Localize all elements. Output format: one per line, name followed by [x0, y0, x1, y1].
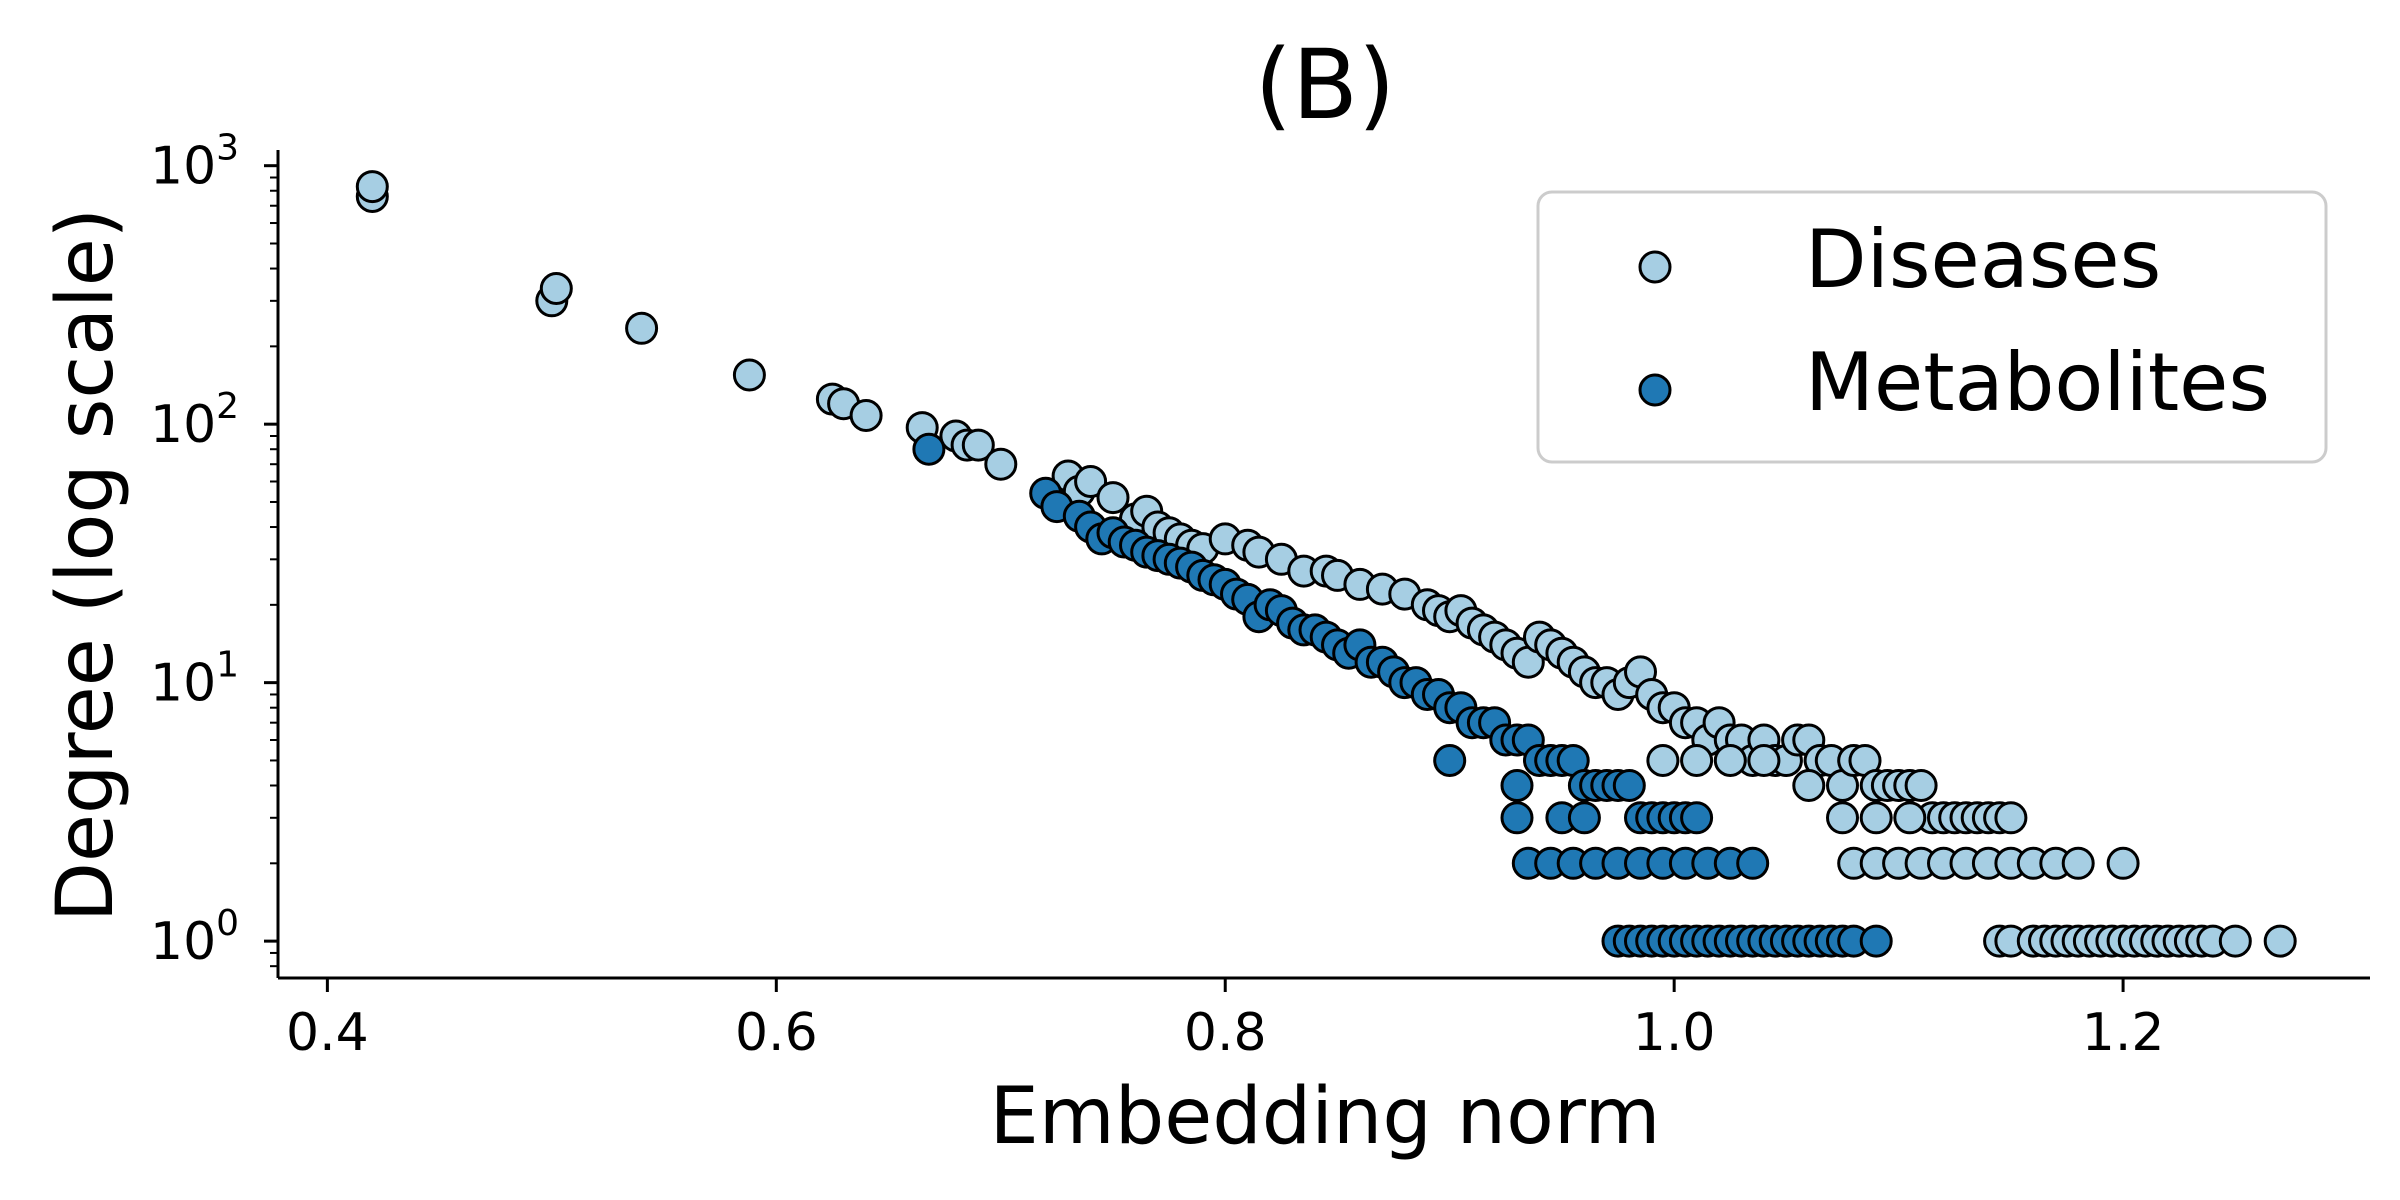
point-diseases — [732, 358, 766, 392]
point-diseases — [355, 170, 389, 204]
point-metabolites — [1736, 846, 1770, 880]
point-diseases — [1994, 801, 2028, 835]
point-metabolites — [1567, 801, 1601, 835]
legend-label-diseases: Diseases — [1805, 213, 2161, 306]
y-tick-label: 102 — [150, 386, 239, 455]
point-diseases — [1904, 769, 1938, 802]
legend: Diseases Metabolites — [1536, 190, 2328, 464]
chart-title: (B) — [1255, 29, 1396, 141]
y-tick-label: 103 — [150, 128, 239, 197]
point-diseases — [625, 311, 659, 345]
point-diseases — [849, 399, 883, 432]
x-tick-label: 1.0 — [1633, 1003, 1716, 1063]
point-metabolites — [1612, 769, 1646, 802]
legend-box — [1536, 190, 2328, 464]
point-diseases — [1646, 744, 1680, 777]
point-diseases — [1859, 801, 1893, 835]
point-diseases — [961, 428, 995, 462]
x-tick-label: 0.8 — [1184, 1003, 1267, 1063]
point-diseases — [1747, 744, 1781, 777]
y-tick-label: 100 — [150, 903, 239, 972]
point-diseases — [1713, 744, 1747, 777]
point-diseases — [1826, 801, 1859, 835]
x-axis-label: Embedding norm — [989, 1072, 1660, 1162]
point-metabolites — [1680, 801, 1714, 835]
scatter-points — [355, 170, 2297, 958]
y-minor-ticks — [270, 176, 278, 968]
x-axis-ticks: 0.4 0.6 0.8 1.0 1.2 — [286, 978, 2164, 1063]
x-tick-label: 1.2 — [2082, 1003, 2165, 1063]
point-metabolites — [1433, 744, 1467, 777]
x-tick-label: 0.4 — [286, 1003, 369, 1063]
point-diseases — [539, 272, 573, 305]
y-axis-label: Degree (log scale) — [41, 208, 131, 922]
x-tick-label: 0.6 — [735, 1003, 818, 1063]
point-diseases — [1792, 769, 1826, 802]
point-metabolites — [912, 432, 946, 466]
point-diseases — [1680, 744, 1714, 777]
point-diseases — [984, 447, 1018, 481]
point-diseases — [2061, 846, 2095, 880]
y-axis-ticks: 100 101 102 103 — [150, 128, 278, 972]
legend-label-metabolites: Metabolites — [1805, 336, 2270, 429]
legend-marker-metabolites — [1638, 373, 1672, 407]
point-diseases — [2106, 846, 2140, 880]
legend-marker-diseases — [1638, 250, 1672, 284]
point-diseases — [2263, 924, 2297, 958]
point-diseases — [2218, 924, 2252, 958]
point-diseases — [1074, 465, 1108, 498]
point-metabolites — [1500, 769, 1534, 802]
point-metabolites — [1500, 801, 1534, 835]
point-diseases — [1893, 801, 1927, 835]
y-tick-label: 101 — [150, 645, 239, 714]
point-metabolites — [1859, 924, 1893, 958]
point-diseases — [1096, 481, 1130, 515]
